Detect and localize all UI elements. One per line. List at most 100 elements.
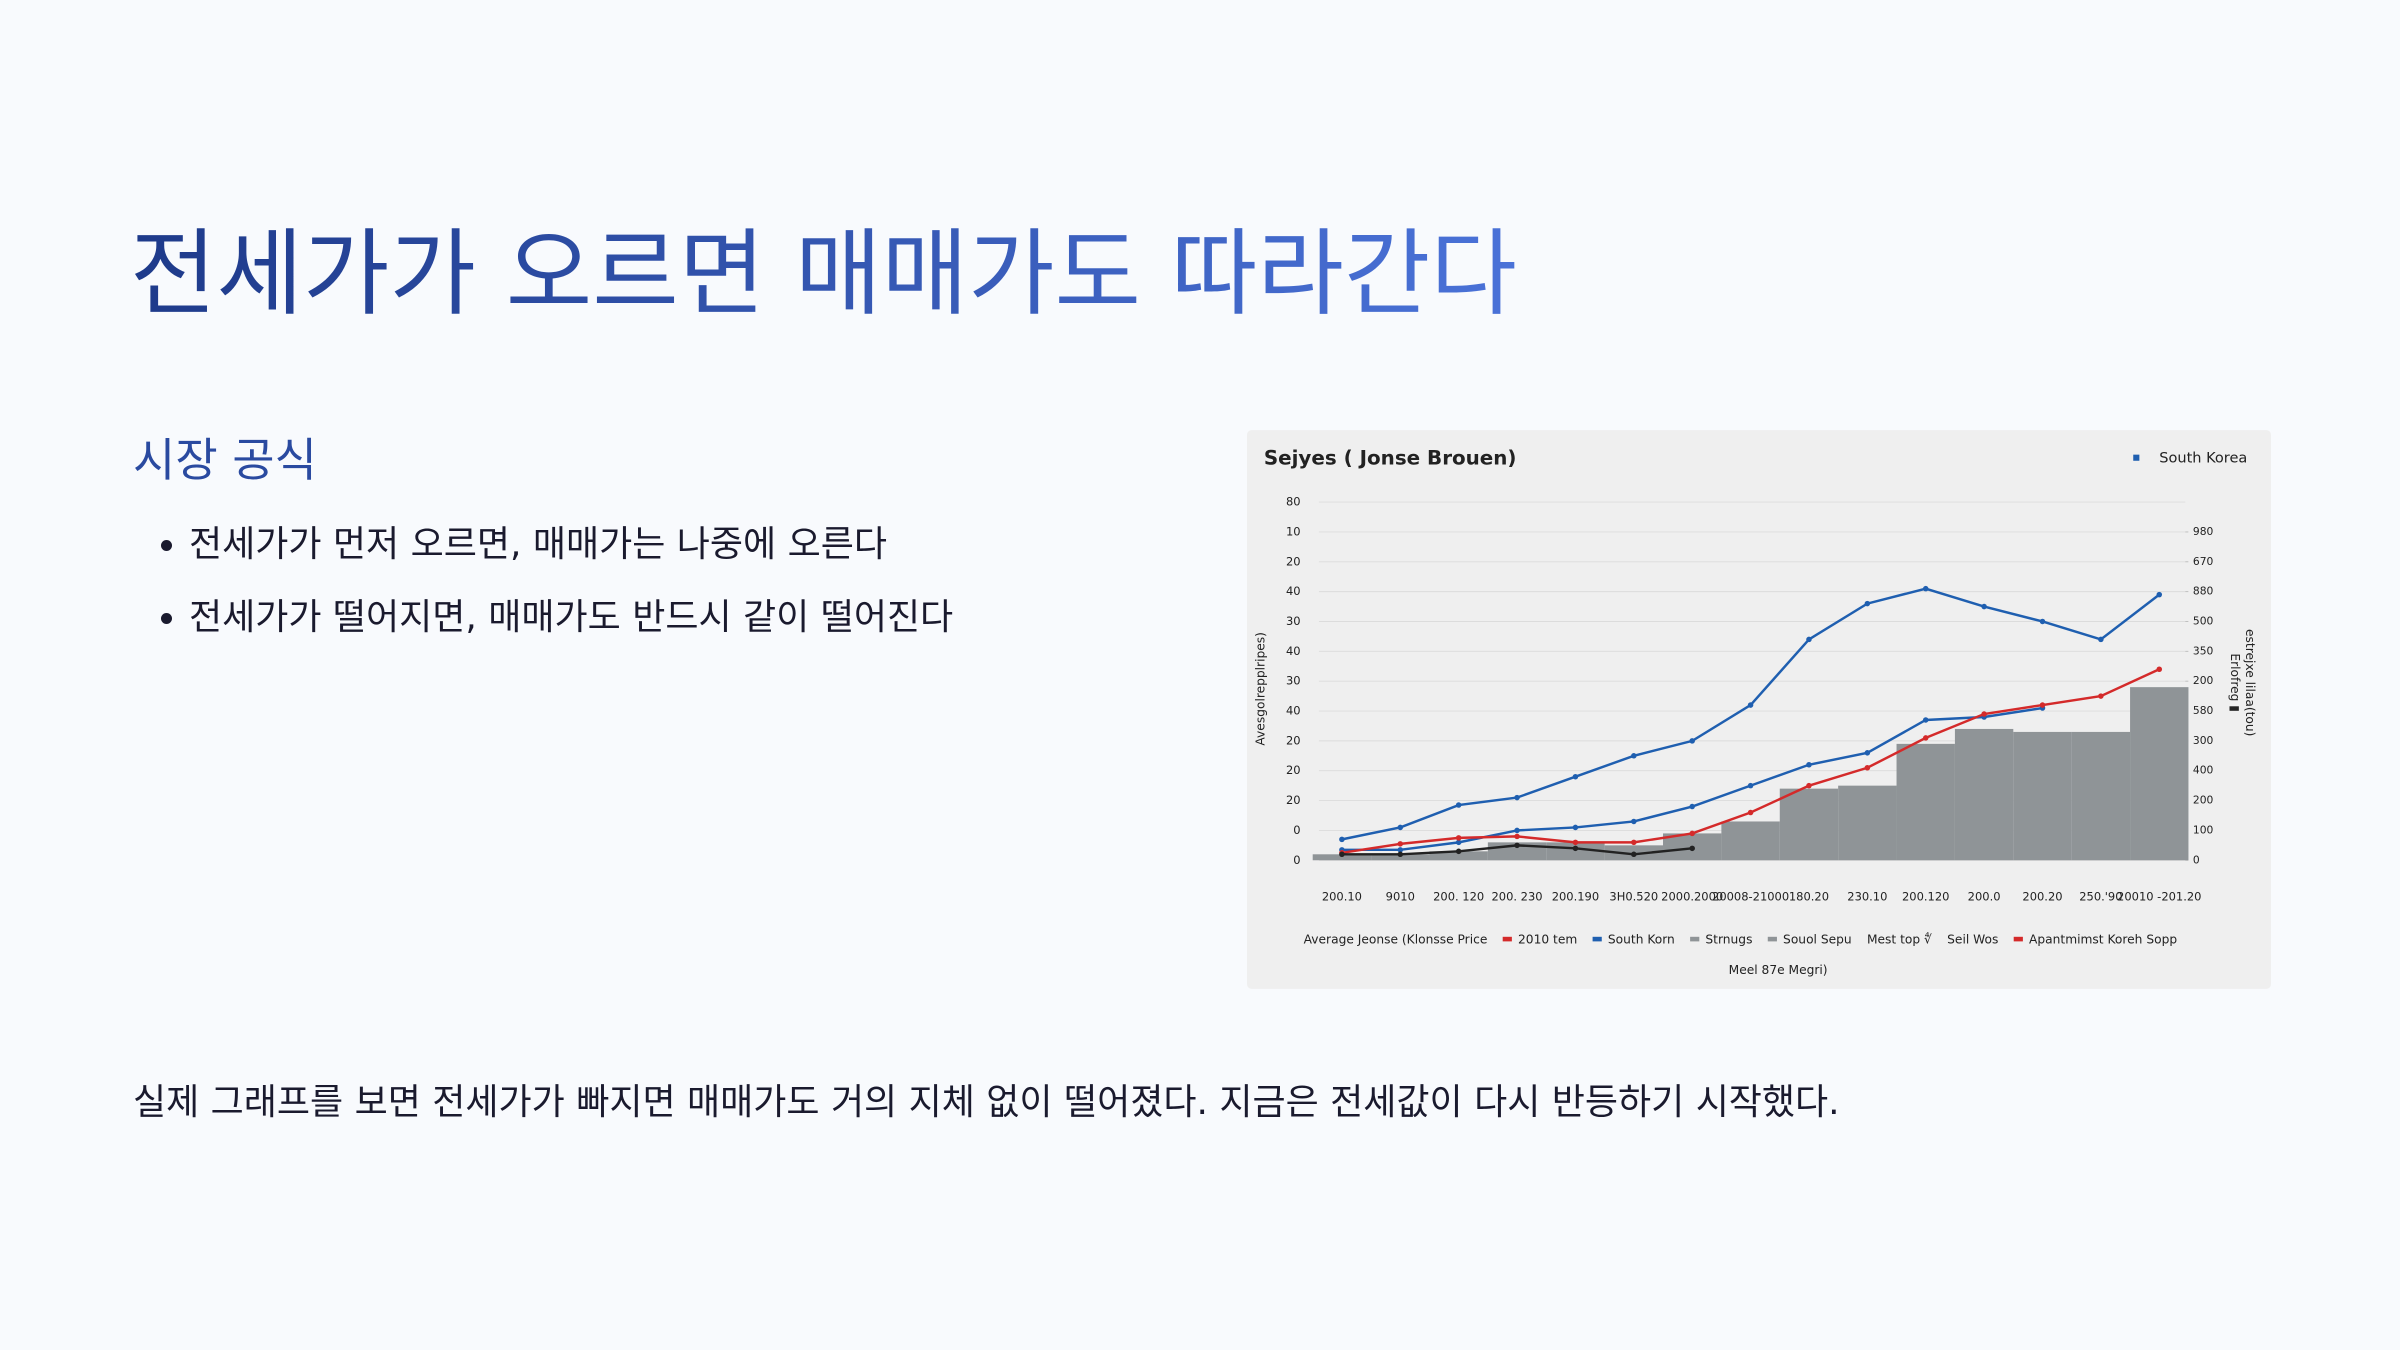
subtitle: 시장 공식 <box>133 433 317 487</box>
point <box>1689 830 1695 837</box>
bullet: 전세가가 떨어지면, 매매가도 반드시 같이 떨어진다 <box>189 588 953 661</box>
bar <box>1312 854 1372 861</box>
legend-label: South Korn <box>1608 932 1675 946</box>
legend-label: Seil Wos <box>1947 932 1998 946</box>
y-tick-label: 80 <box>1286 495 1301 509</box>
point <box>1397 824 1404 831</box>
x-tick-label: 20010 -201.20 <box>2117 890 2201 904</box>
point <box>1747 782 1754 789</box>
point <box>1806 636 1812 643</box>
y2-axis-label: estrejxe lilaa(tou) <box>2243 629 2257 736</box>
point <box>1981 711 1987 717</box>
legend-swatch <box>2133 454 2140 461</box>
x-tick-label: 200.10 <box>1322 890 1362 904</box>
legend-swatch <box>2013 936 2023 942</box>
chart-background <box>1247 430 2271 989</box>
point <box>1514 827 1520 834</box>
footer-text: 실제 그래프를 보면 전세가가 빠지면 매매가도 거의 지체 없이 떨어졌다. … <box>133 1082 1840 1123</box>
point <box>2156 666 2163 672</box>
y2-tick-label: 200 <box>2193 674 2214 687</box>
y2-tick-label: 980 <box>2193 525 2214 538</box>
point <box>2156 591 2163 598</box>
point <box>2098 693 2104 699</box>
point <box>1339 836 1345 843</box>
point <box>1864 764 1871 771</box>
legend-note: Meel 87e Megri) <box>1729 963 1828 977</box>
point <box>1455 802 1462 808</box>
legend-swatch <box>1502 936 1512 942</box>
point <box>1455 839 1462 846</box>
bar <box>2071 731 2131 861</box>
y-tick-label: 40 <box>1286 584 1301 598</box>
legend-swatch <box>1690 936 1700 942</box>
y2-tick-label: 500 <box>2193 614 2214 627</box>
y2-axis-label: Erlofreg ▮ <box>2228 653 2242 712</box>
y2-tick-label: 400 <box>2193 764 2214 777</box>
x-tick-label: 200.190 <box>1552 890 1599 904</box>
y2-tick-label: 0 <box>2193 853 2200 866</box>
point <box>1455 848 1462 855</box>
point <box>1339 851 1345 858</box>
point <box>1397 841 1404 847</box>
chart-title: Sejyes ( Jonse Brouen) <box>1264 447 1517 470</box>
x-tick-label: 230.10 <box>1847 890 1887 904</box>
point <box>1689 803 1695 810</box>
y-tick-label: 20 <box>1286 793 1301 807</box>
x-tick-label: 200.20 <box>2022 890 2062 904</box>
legend-label: Average Jeonse (Klonsse Price <box>1304 932 1488 946</box>
y2-tick-label: 300 <box>2193 734 2214 747</box>
y2-tick-label: 100 <box>2193 823 2214 836</box>
point <box>1397 851 1404 858</box>
y-tick-label: 30 <box>1286 674 1301 688</box>
point <box>1806 782 1812 789</box>
legend-label: South Korea <box>2159 450 2247 466</box>
bar <box>1954 728 2014 861</box>
bar <box>1838 785 1897 861</box>
y-tick-label: 40 <box>1286 704 1301 718</box>
bar <box>1779 788 1839 861</box>
point <box>1922 717 1929 723</box>
bullet-list: 전세가가 먼저 오르면, 매매가는 나중에 오른다 전세가가 떨어지면, 매매가… <box>133 515 953 661</box>
point <box>1747 809 1754 816</box>
point <box>1864 750 1871 756</box>
legend-label: Souol Sepu <box>1783 932 1852 946</box>
legend-label: Apantmimst Koreh Sopp <box>2029 932 2177 946</box>
x-tick-label: 200. 120 <box>1433 890 1484 904</box>
point <box>1572 845 1579 852</box>
y2-tick-label: 880 <box>2193 585 2214 598</box>
point <box>1514 842 1520 849</box>
point <box>1514 794 1520 801</box>
point <box>1455 835 1462 841</box>
x-tick-label: 200. 230 <box>1492 890 1543 904</box>
x-tick-label: 2000.2000 <box>1661 890 1723 904</box>
y2-tick-label: 580 <box>2193 704 2214 717</box>
x-tick-label: 20008-21000 <box>1712 890 1789 904</box>
y-tick-label: 30 <box>1286 614 1301 628</box>
bar <box>1429 851 1488 861</box>
point <box>1572 824 1579 831</box>
y2-tick-label: 200 <box>2193 794 2214 807</box>
x-tick-label: 9010 <box>1386 890 1415 904</box>
point <box>1689 738 1695 744</box>
point <box>1689 845 1695 852</box>
bar <box>1896 743 1955 861</box>
legend-label: Mest top ∜ <box>1867 931 1932 946</box>
point <box>1631 818 1637 825</box>
y-tick-label: 20 <box>1286 763 1301 777</box>
point <box>1572 839 1579 846</box>
legend-label: Strnugs <box>1705 932 1752 946</box>
point <box>1572 773 1579 780</box>
point <box>1514 833 1520 840</box>
point <box>1631 753 1637 759</box>
x-tick-label: 250.'90 <box>2079 890 2122 904</box>
x-tick-label: 3H0.520 <box>1609 890 1658 904</box>
bullet: 전세가가 먼저 오르면, 매매가는 나중에 오른다 <box>189 515 953 588</box>
point <box>1747 702 1754 708</box>
point <box>1631 839 1637 846</box>
y-tick-label: 20 <box>1286 554 1301 568</box>
x-tick-label: 200.120 <box>1902 890 1949 904</box>
point <box>1864 600 1871 607</box>
point <box>1922 735 1929 741</box>
point <box>1397 847 1404 853</box>
